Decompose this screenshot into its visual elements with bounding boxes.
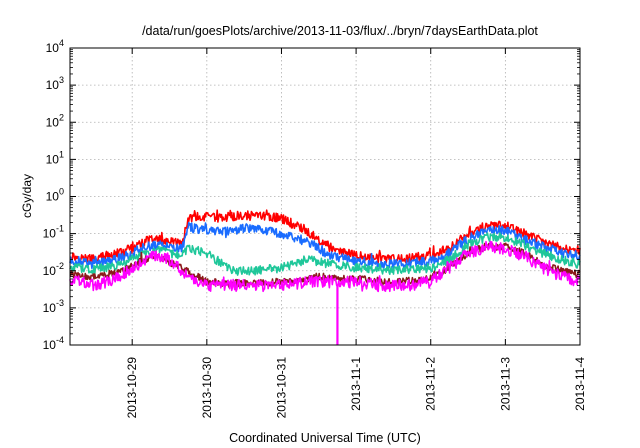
y-tick-label: 100 <box>46 187 64 204</box>
x-tick-label: 2013-10-30 <box>200 357 214 419</box>
y-tick-label: 10-2 <box>43 261 64 278</box>
y-tick-label: 101 <box>46 149 64 166</box>
x-axis-label: Coordinated Universal Time (UTC) <box>229 431 421 445</box>
series-line <box>69 209 581 265</box>
x-tick-label: 2013-11-2 <box>424 357 438 411</box>
series-line <box>69 240 581 293</box>
y-tick-label: 10-3 <box>43 298 64 315</box>
chart-title: /data/run/goesPlots/archive/2013-11-03/f… <box>142 24 538 38</box>
y-tick-label: 103 <box>46 75 64 92</box>
x-tick-label: 2013-10-31 <box>274 357 288 419</box>
x-tick-label: 2013-11-3 <box>498 357 512 411</box>
y-tick-label: 10-4 <box>43 335 64 352</box>
y-tick-label: 10-1 <box>43 224 64 241</box>
axis-ticks: 10-4 10-3 10-2 10-1 100 101 102 103 104 2013-10-2… <box>43 38 587 418</box>
x-tick-label: 2013-11-1 <box>349 357 363 411</box>
series-line <box>69 221 581 270</box>
grid-lines <box>70 48 580 345</box>
y-axis-label: cGy/day <box>20 174 34 218</box>
x-tick-label: 2013-11-4 <box>573 357 587 411</box>
y-tick-label: 104 <box>46 38 64 55</box>
series-line <box>69 232 581 276</box>
x-tick-label: 2013-10-29 <box>125 357 139 419</box>
y-tick-label: 102 <box>46 112 64 129</box>
data-series <box>69 209 581 345</box>
